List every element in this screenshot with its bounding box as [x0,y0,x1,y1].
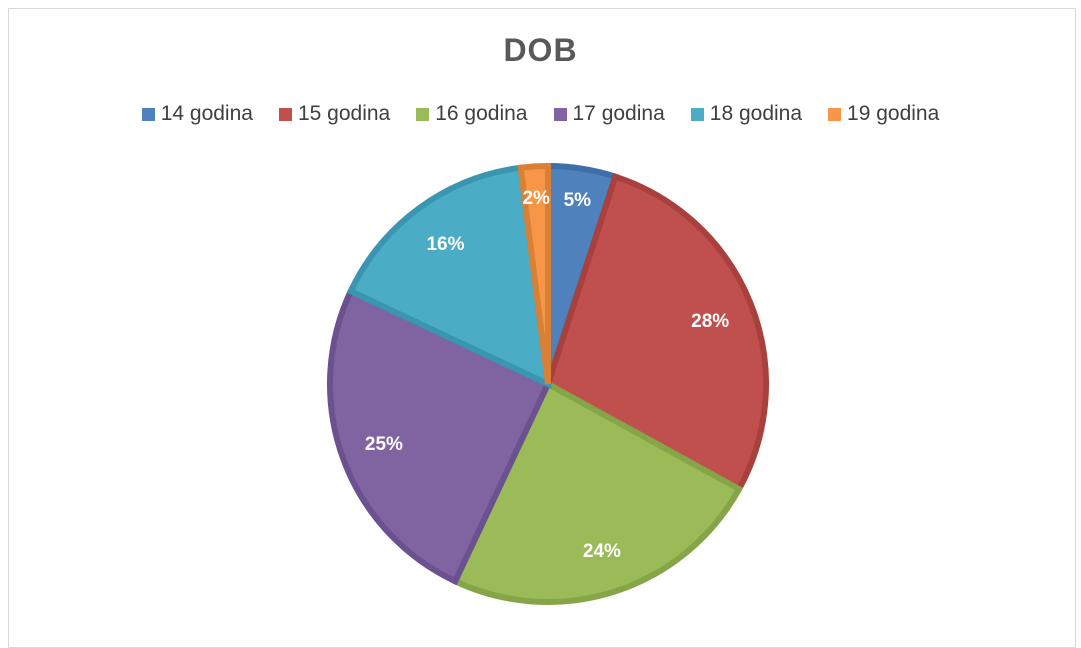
legend-item-18: 18 godina [690,102,803,126]
chart-legend: 14 godina 15 godina 16 godina 17 godina … [0,102,1081,126]
pie-label-slice-18: 16% [426,234,464,255]
legend-swatch [278,107,292,121]
legend-item-17: 17 godina [553,102,665,126]
legend-swatch [553,107,567,121]
legend-label: 18 godina [709,102,803,125]
pie-label-slice-19: 2% [522,188,550,209]
legend-label: 17 godina [572,102,665,125]
pie-slice-17 [327,287,552,586]
pie-slice-19 [517,162,551,385]
pie-label-slice-16: 24% [583,541,621,562]
legend-label: 15 godina [297,102,391,125]
legend-label: 19 godina [847,102,940,125]
legend-swatch [828,107,842,121]
pie-label-slice-15: 28% [691,311,729,332]
chart-title: DOB [503,32,578,68]
legend-item-14: 14 godina [141,102,253,126]
pie-chart: 5% 28% 24% 25% 16% 2% [327,162,769,605]
pie-label-slice-17: 25% [365,434,403,455]
legend-swatch [416,107,430,121]
pie-slice-16 [451,379,744,605]
pie-label-slice-14: 5% [564,190,592,211]
legend-swatch [690,107,704,121]
legend-swatch [141,107,155,121]
legend-item-15: 15 godina [278,102,391,126]
legend-label: 16 godina [435,102,528,125]
legend-item-16: 16 godina [416,102,528,126]
legend-label: 14 godina [160,102,253,125]
legend-item-19: 19 godina [828,102,939,126]
pie-slice-18 [346,164,552,390]
